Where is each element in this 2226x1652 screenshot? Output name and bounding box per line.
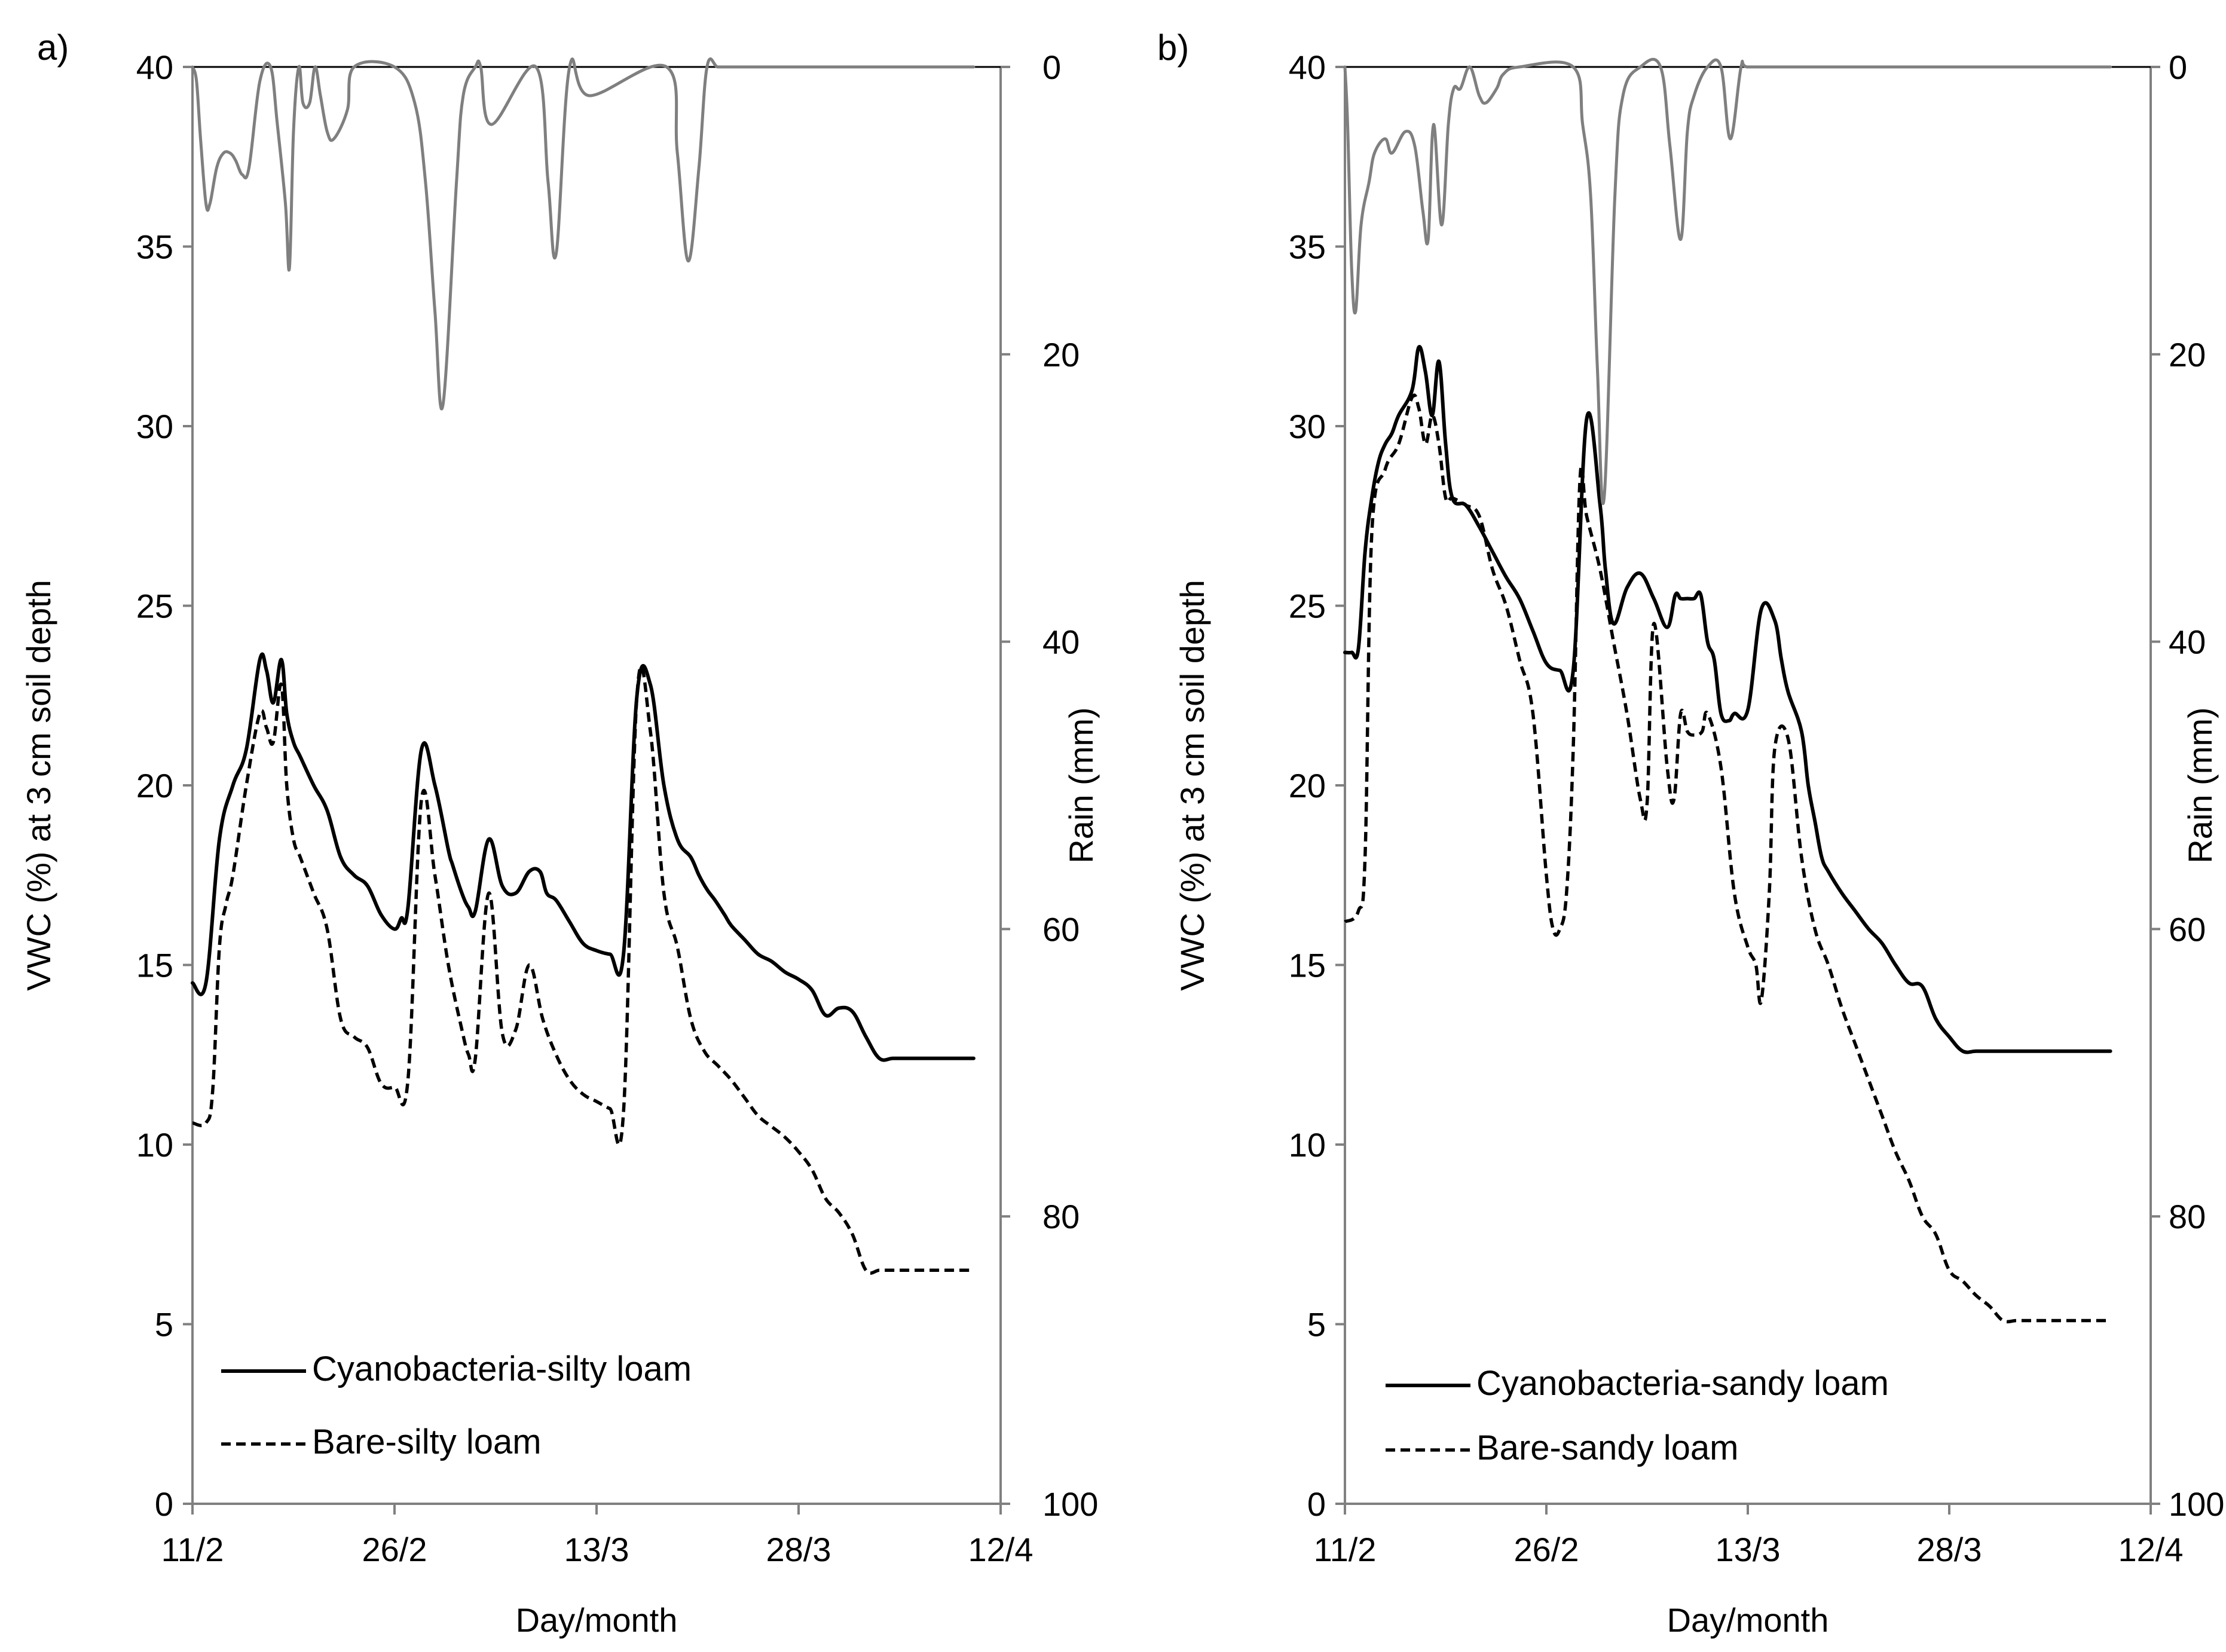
y-tick-label: 25 bbox=[1289, 588, 1326, 625]
y2-tick-label: 60 bbox=[2169, 910, 2206, 948]
y-tick-label: 20 bbox=[1289, 767, 1326, 804]
panel-label: a) bbox=[37, 27, 69, 68]
y-tick-label: 30 bbox=[1289, 408, 1326, 445]
x-tick-label: 28/3 bbox=[1917, 1531, 1982, 1568]
y-tick-label: 40 bbox=[136, 48, 173, 86]
y-tick-label: 15 bbox=[136, 947, 173, 984]
x-tick-label: 11/2 bbox=[161, 1531, 224, 1568]
y2-tick-label: 40 bbox=[2169, 623, 2206, 661]
legend-label: Cyanobacteria-sandy loam bbox=[1476, 1364, 1889, 1403]
y-tick-label: 30 bbox=[136, 408, 173, 445]
panel-label: b) bbox=[1157, 27, 1189, 68]
legend-label: Bare-sandy loam bbox=[1476, 1428, 1738, 1467]
y-axis-title: VWC (%) at 3 cm soil depth bbox=[1173, 580, 1211, 991]
y2-tick-label: 20 bbox=[2169, 336, 2206, 374]
series-line-rain bbox=[191, 57, 976, 411]
y2-tick-label: 60 bbox=[1042, 910, 1080, 948]
x-tick-label: 26/2 bbox=[1514, 1531, 1579, 1568]
y2-tick-label: 0 bbox=[2169, 48, 2187, 86]
legend-label: Bare-silty loam bbox=[312, 1422, 542, 1461]
y2-tick-label: 40 bbox=[1042, 623, 1080, 661]
series-line-bare bbox=[1344, 393, 2111, 1324]
series-line-cyanobacteria bbox=[191, 652, 976, 1062]
y-tick-label: 0 bbox=[155, 1485, 173, 1523]
y-tick-label: 0 bbox=[1307, 1485, 1326, 1523]
y-tick-label: 35 bbox=[1289, 228, 1326, 266]
x-axis-title: Day/month bbox=[516, 1601, 678, 1639]
y-tick-label: 20 bbox=[136, 767, 173, 804]
series-line-bare bbox=[192, 665, 974, 1275]
legend-label: Cyanobacteria-silty loam bbox=[312, 1350, 692, 1388]
x-tick-label: 13/3 bbox=[564, 1531, 629, 1568]
y2-tick-label: 100 bbox=[1042, 1485, 1098, 1523]
y-tick-label: 25 bbox=[136, 588, 173, 625]
y2-tick-label: 20 bbox=[1042, 336, 1080, 374]
chart-panel-b: b) 0 5 10 15 20 25 30 35 40 0 20 40 60 80 100 11/2 26/2 13… bbox=[1157, 27, 2224, 1639]
x-tick-label: 28/3 bbox=[766, 1531, 831, 1568]
series-line-cyanobacteria bbox=[1343, 345, 2112, 1054]
x-axis-title: Day/month bbox=[1667, 1601, 1829, 1639]
x-tick-label: 12/4 bbox=[968, 1531, 1034, 1568]
x-tick-label: 13/3 bbox=[1716, 1531, 1781, 1568]
y-tick-label: 40 bbox=[1289, 48, 1326, 86]
x-tick-label: 12/4 bbox=[2118, 1531, 2184, 1568]
legend: Cyanobacteria-silty loam Bare-silty loam bbox=[221, 1350, 692, 1461]
y2-axis-title: Rain (mm) bbox=[2181, 707, 2219, 863]
y-tick-label: 10 bbox=[1289, 1126, 1326, 1164]
series-line-rain bbox=[1343, 57, 2112, 505]
y-tick-label: 35 bbox=[136, 228, 173, 266]
y2-tick-label: 80 bbox=[1042, 1198, 1080, 1235]
y2-tick-label: 0 bbox=[1042, 48, 1061, 86]
y-tick-label: 15 bbox=[1289, 947, 1326, 984]
y-axis-title: VWC (%) at 3 cm soil depth bbox=[20, 580, 57, 991]
x-tick-label: 11/2 bbox=[1314, 1531, 1377, 1568]
y-tick-label: 5 bbox=[155, 1306, 173, 1344]
x-tick-label: 26/2 bbox=[362, 1531, 427, 1568]
y-tick-label: 10 bbox=[136, 1126, 173, 1164]
y2-axis-title: Rain (mm) bbox=[1062, 707, 1100, 863]
y-tick-label: 5 bbox=[1307, 1306, 1326, 1344]
legend: Cyanobacteria-sandy loam Bare-sandy loam bbox=[1386, 1364, 1889, 1467]
y2-tick-label: 100 bbox=[2169, 1485, 2224, 1523]
chart-panel-a: a) 0 5 10 15 20 25 30 35 40 0 20 40 60 80 100 11/2 26/2 13… bbox=[20, 27, 1100, 1639]
y2-tick-label: 80 bbox=[2169, 1198, 2206, 1235]
